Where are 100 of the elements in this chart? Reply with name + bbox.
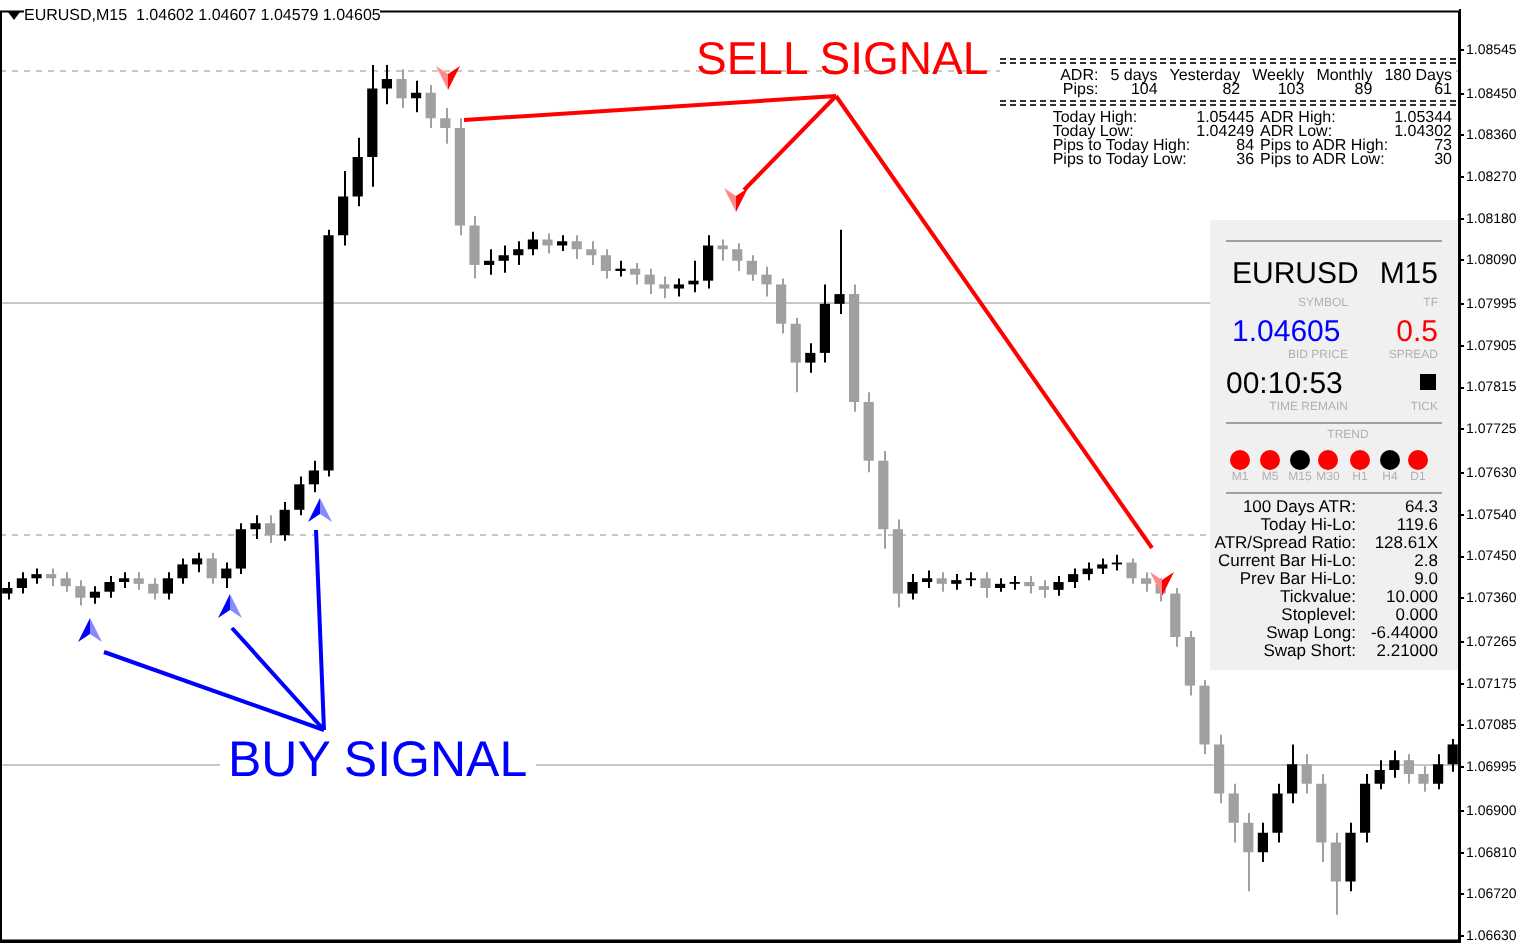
- annotation: Today Low:: [1052, 122, 1134, 140]
- annotation: BUY SIGNAL: [220, 732, 536, 788]
- annotation: M15: [1379, 257, 1438, 291]
- candlestick: [1418, 765, 1429, 793]
- candlestick: [483, 248, 495, 276]
- candlestick: [629, 262, 641, 286]
- candlestick: [235, 522, 247, 576]
- annotation: 00:10:53: [1226, 367, 1343, 401]
- candlestick: [1272, 782, 1283, 844]
- candlestick: [425, 83, 436, 129]
- candlestick: [1140, 571, 1152, 593]
- candlestick: [381, 64, 393, 106]
- candlestick: [1432, 753, 1444, 791]
- annotation: SELL SIGNAL: [696, 32, 989, 84]
- candlestick: [206, 551, 217, 585]
- candlestick: [396, 68, 407, 110]
- annotation: 61: [1434, 80, 1452, 98]
- annotation: EURUSD: [1232, 257, 1359, 291]
- candlestick: [775, 277, 787, 335]
- annotation: ADR:: [1060, 66, 1099, 84]
- annotation: 104: [1130, 80, 1158, 98]
- annotation: Monthly: [1316, 66, 1373, 84]
- candlestick: [1243, 811, 1254, 893]
- annotation: 82: [1222, 80, 1241, 98]
- annotation: Swap Long:: [1266, 621, 1356, 642]
- candlestick: [936, 571, 947, 593]
- candlestick: [513, 240, 524, 266]
- candlestick: [659, 275, 670, 300]
- annotation: 89: [1354, 80, 1373, 98]
- annotation: Pips to ADR Low:: [1260, 150, 1385, 168]
- annotation: Yesterday: [1169, 66, 1241, 84]
- annotation: 9.0: [1414, 567, 1438, 588]
- annotation: 100 Days ATR:: [1242, 495, 1356, 516]
- candlestick: [250, 514, 261, 540]
- candlestick: [264, 514, 276, 545]
- candlestick: [498, 244, 509, 274]
- candlestick: [1286, 743, 1298, 805]
- candlestick: [1257, 821, 1269, 863]
- candlestick: [805, 342, 816, 374]
- candlestick: [673, 277, 685, 298]
- annotation: 1.05344: [1394, 108, 1452, 126]
- candlestick: [1067, 567, 1079, 589]
- annotation: -6.44000: [1370, 621, 1438, 642]
- annotation: 36: [1234, 150, 1255, 168]
- candlestick: [1374, 759, 1385, 791]
- candlestick: [1403, 753, 1415, 785]
- annotation: 30: [1432, 150, 1452, 168]
- candlestick: [615, 259, 626, 278]
- annotation: ADR High:: [1260, 108, 1338, 126]
- annotation: Swap Short:: [1263, 639, 1356, 660]
- candlestick: [790, 316, 801, 394]
- annotation: 1.04249: [1196, 122, 1255, 140]
- annotation: 0.5: [1396, 315, 1438, 349]
- annotation: 0.000: [1395, 603, 1438, 624]
- candlestick: [352, 136, 363, 208]
- candlestick: [527, 230, 539, 257]
- candlestick: [1301, 753, 1312, 795]
- candlestick: [469, 214, 480, 280]
- candlestick: [1389, 749, 1400, 779]
- annotation: 119.6: [1396, 513, 1438, 534]
- annotation: 64.3: [1404, 495, 1438, 516]
- candlestick: [1330, 831, 1342, 916]
- annotation: 84: [1236, 136, 1255, 154]
- annotation: 73: [1434, 136, 1452, 154]
- candlestick: [104, 574, 115, 599]
- candlestick: [980, 571, 991, 599]
- annotation: Pips:: [1060, 80, 1099, 98]
- candlestick: [294, 475, 305, 517]
- candlestick: [177, 557, 188, 585]
- annotation: Prev Bar Hi-Lo:: [1239, 567, 1356, 588]
- annotation: 103: [1277, 80, 1305, 98]
- candlestick: [1053, 574, 1064, 597]
- candlestick: [221, 561, 232, 589]
- annotation: Pips to Today High:: [1052, 136, 1191, 154]
- annotation: 1.04605: [1232, 315, 1341, 349]
- candlestick: [542, 232, 553, 255]
- candlestick: [1126, 557, 1137, 585]
- candlestick: [644, 267, 655, 296]
- candlestick: [732, 242, 743, 272]
- candlestick: [600, 248, 612, 280]
- annotation: Pips to Today Low:: [1052, 150, 1187, 168]
- annotation: 128.61X: [1374, 531, 1438, 552]
- annotation: ADR Low:: [1260, 122, 1333, 140]
- candlestick: [148, 577, 159, 601]
- candlestick: [60, 571, 71, 593]
- annotation: 180 Days: [1384, 66, 1452, 84]
- candlestick: [907, 573, 918, 601]
- candlestick: [571, 234, 582, 260]
- annotation: 1.05445: [1196, 108, 1255, 126]
- candlestick: [834, 228, 845, 316]
- annotation: 2.8: [1414, 549, 1438, 570]
- candlestick: [191, 551, 203, 574]
- chart-title: EURUSD,M15 1.04602 1.04607 1.04579 1.04605: [24, 6, 381, 26]
- candlestick: [75, 579, 86, 607]
- annotation: Stoplevel:: [1281, 603, 1356, 624]
- annotation: ATR/Spread Ratio:: [1214, 531, 1356, 552]
- candlestick: [162, 571, 174, 601]
- candlestick: [586, 240, 597, 266]
- annotation: 1.04302: [1394, 122, 1452, 140]
- annotation: 2.21000: [1376, 639, 1438, 660]
